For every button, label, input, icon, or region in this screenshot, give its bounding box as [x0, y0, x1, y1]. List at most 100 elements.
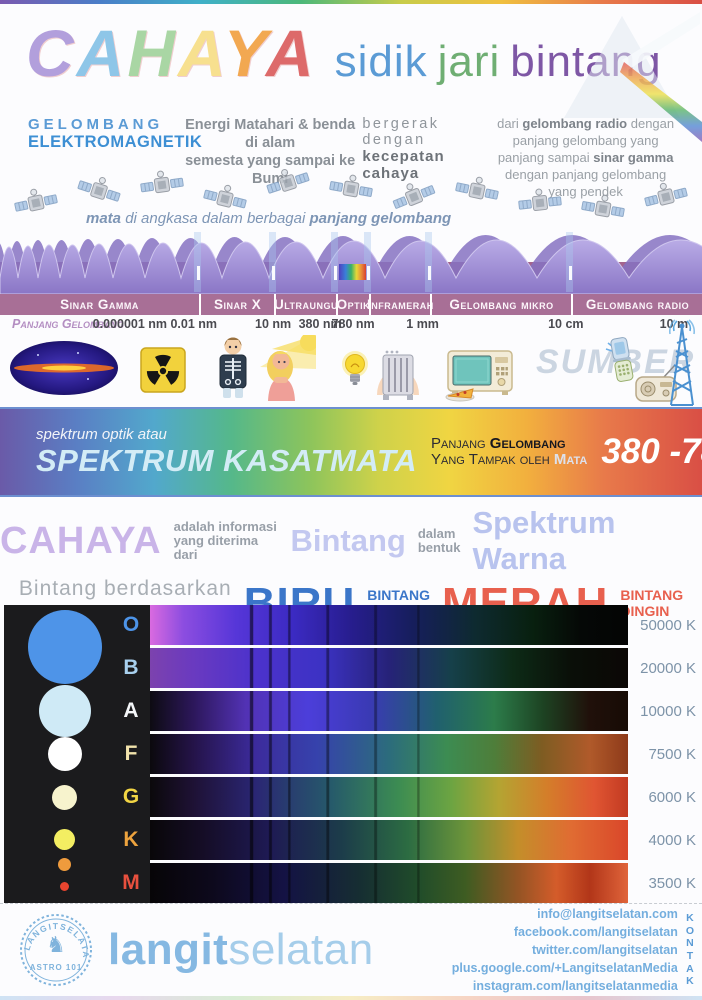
satellite-icon — [644, 182, 688, 207]
class-letter: K — [123, 828, 139, 851]
satellites-section: mata di angkasa dalam berbagai panjang g… — [0, 169, 702, 232]
radio-tower-icon — [668, 319, 696, 406]
temperature-label: 4000 K — [648, 831, 696, 849]
satellite-icon — [140, 170, 184, 194]
star-disc-A — [39, 685, 91, 737]
contact-list: info@langitselatan.com facebook.com/lang… — [452, 905, 678, 996]
em-band-labels: Sinar Gamma Sinar X Ultraungu Optik Infr… — [0, 294, 702, 315]
wavelength-value: 0.01 nm — [170, 317, 218, 331]
prism-icon — [564, 12, 702, 142]
title-letter: A — [178, 16, 224, 90]
top-rainbow-strip — [0, 0, 702, 4]
temperature-label: 20000 K — [640, 659, 696, 677]
page-title: CAHAYA — [26, 20, 317, 86]
satellite-icon — [581, 194, 625, 218]
intro-speed: bergerak dengan kecepatan cahaya — [362, 116, 445, 182]
star-disc-M — [58, 858, 71, 871]
brand-wordmark: langitselatan — [108, 925, 374, 974]
visible-spectrum-description: Panjang Gelombang Yang Tampak oleh Mata — [430, 434, 588, 468]
satellite-icon — [14, 188, 58, 212]
contact-googleplus: plus.google.com/+LangitselatanMedia — [451, 961, 678, 976]
satellite-icon — [77, 177, 121, 202]
wavelength-value: 780 nm — [331, 317, 375, 331]
satellite-icon — [455, 176, 499, 200]
title-letter: A — [76, 16, 128, 90]
contact-twitter: twitter.com/langitselatan — [531, 942, 678, 957]
wavelength-value: 10 nm — [254, 317, 292, 331]
spectrum-strip-O — [150, 605, 628, 645]
uv-sunbather-icon — [260, 335, 316, 401]
microwave-icon — [445, 350, 513, 402]
spectrum-strip-G — [150, 777, 628, 817]
wavelength-wave-graphic — [0, 232, 702, 295]
temperature-label: 50000 K — [640, 616, 696, 634]
spectrum-strip-M — [150, 863, 628, 903]
class-letter: A — [123, 699, 139, 722]
satellite-icon — [203, 184, 247, 209]
light-bulb-icon — [342, 351, 368, 385]
satellite-icon — [266, 169, 310, 194]
wavelength-value: 10 cm — [548, 317, 584, 331]
band-infrared: Inframerah — [367, 294, 433, 315]
satellite-icon — [329, 174, 373, 198]
wavelength-value: 1 mm — [406, 317, 439, 331]
title-letter: Y — [223, 16, 266, 90]
spectrum-strip-A — [150, 691, 628, 731]
langitselatan-logo: LANGITSELATAN ♞ ASTRO 101 — [18, 912, 92, 986]
starlight-row-1: CAHAYA adalah informasi yang diterima dar… — [0, 505, 616, 576]
em-wave-band — [0, 232, 702, 295]
satellites-caption: mata di angkasa dalam berbagai panjang g… — [86, 210, 452, 227]
xray-child-icon — [219, 337, 247, 398]
temperature-label: 7500 K — [648, 745, 696, 763]
class-letter: G — [122, 785, 140, 808]
radiation-icon — [140, 347, 186, 393]
star-disc-F — [48, 737, 82, 771]
optical-spectrum-chip — [339, 264, 366, 280]
wavelength-scale: Panjang Gelombang 0.000001 nm 0.01 nm 10… — [0, 315, 702, 335]
spectral-classes-panel: O B A F G K M 50000 K 20000 K 10000 K 75… — [0, 605, 702, 903]
heater-icon — [377, 350, 419, 400]
svg-text:♞: ♞ — [46, 932, 66, 957]
gamma-sky-map-icon — [10, 341, 118, 395]
star-disc-O — [28, 610, 102, 684]
spectrum-strip-B — [150, 648, 628, 688]
sources-section: SUMBER — [0, 319, 702, 407]
visible-range-value: 380 -780 — [601, 432, 702, 471]
visible-spectrum-title: spektrum optik atau SPEKTRUM KASATMATA — [36, 425, 417, 478]
star-class-legend: O B A F G K M — [4, 605, 150, 903]
star-disc-G — [52, 785, 77, 810]
temperature-label: 3500 K — [648, 874, 696, 892]
star-disc-cool — [60, 882, 69, 891]
header: CAHAYA sidik jari bintang — [0, 4, 702, 142]
radio-icon — [635, 364, 677, 402]
spectrum-strip-F — [150, 734, 628, 774]
class-letter: F — [124, 742, 138, 765]
visible-spectrum-band: spektrum optik atau SPEKTRUM KASATMATA P… — [0, 407, 702, 497]
contact-instagram: instagram.com/langitselatanmedia — [472, 979, 678, 994]
class-letter: O — [122, 613, 140, 636]
band-optical: Optik — [335, 294, 370, 315]
class-letter: B — [123, 656, 139, 679]
footer: LANGITSELATAN ♞ ASTRO 101 langitselatan … — [0, 903, 702, 993]
satellites-row — [14, 169, 688, 218]
star-disc-K — [54, 829, 75, 850]
mobile-phone-icon — [605, 337, 634, 382]
svg-text:ASTRO 101: ASTRO 101 — [30, 963, 83, 972]
wavelength-value: 0.000001 nm — [92, 317, 168, 331]
satellite-icon — [392, 183, 436, 209]
band-gamma: Sinar Gamma — [60, 297, 139, 312]
band-xray: Sinar X — [199, 294, 274, 315]
contact-facebook: facebook.com/langitselatan — [513, 924, 678, 939]
intro-electromagnetic: GELOMBANG ELEKTROMAGNETIK — [28, 116, 203, 151]
band-microwave: Gelombang mikro — [429, 294, 571, 315]
wavelength-scale-label: Panjang Gelombang — [12, 317, 125, 331]
temperature-label: 10000 K — [640, 702, 696, 720]
intro-energy: Energi Matahari & benda di alam semesta … — [185, 117, 356, 188]
wavelength-value: 380 nm — [298, 317, 342, 331]
title-letter: A — [265, 16, 317, 90]
starlight-section: CAHAYA adalah informasi yang diterima dar… — [0, 497, 702, 629]
intro-text-row: GELOMBANG ELEKTROMAGNETIK Energi Matahar… — [0, 112, 702, 199]
satellite-icon — [518, 188, 562, 211]
